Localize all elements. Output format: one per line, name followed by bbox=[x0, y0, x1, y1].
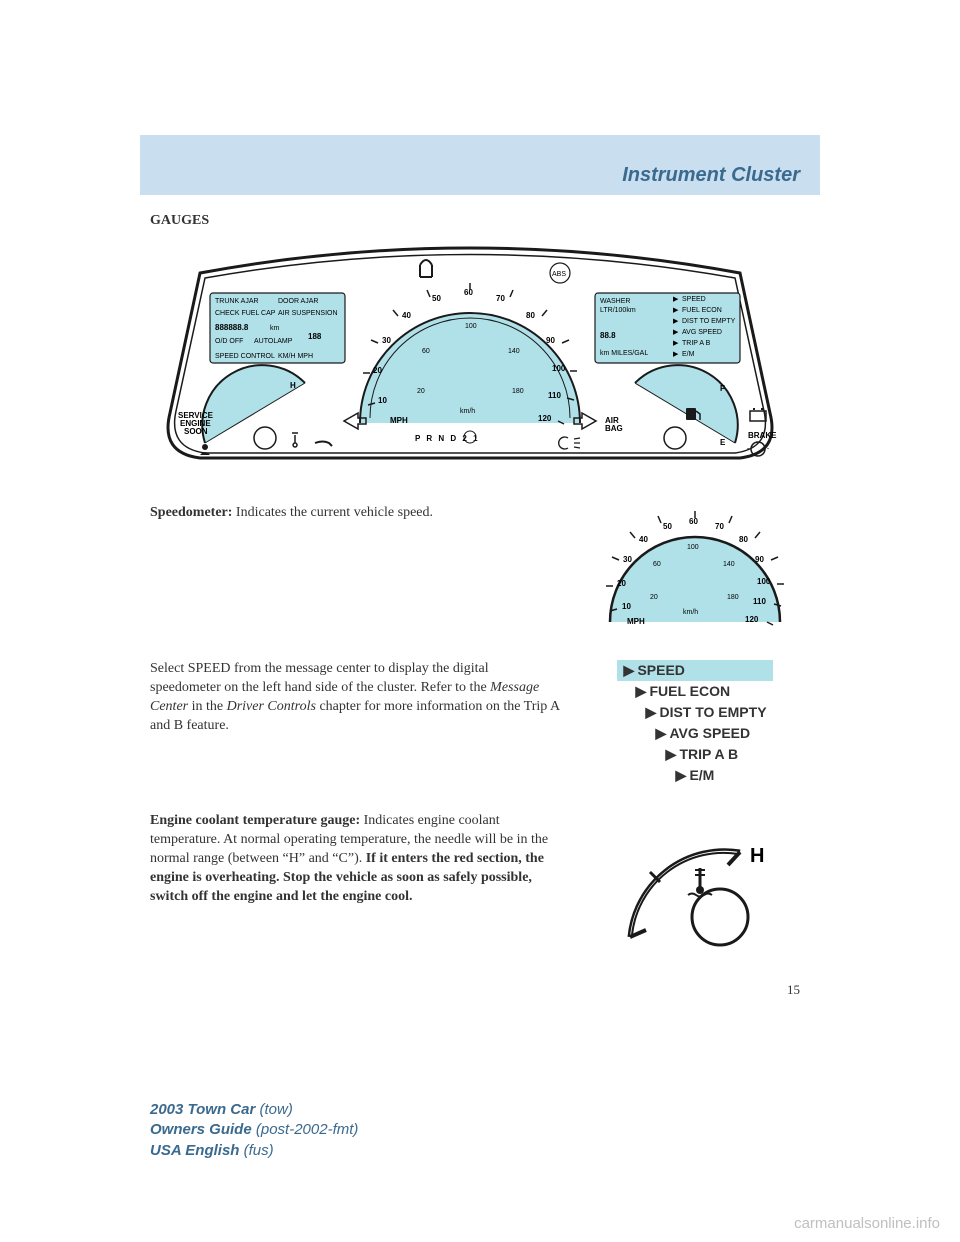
rp-i0: SPEED bbox=[682, 296, 706, 303]
rp-i2: DIST TO EMPTY bbox=[682, 318, 736, 325]
left-panel-r1: DOOR AJAR bbox=[278, 298, 318, 305]
speedometer-small-diagram: 10 20 30 40 50 60 70 80 90 100 110 120 2… bbox=[580, 504, 810, 634]
coolant-H: H bbox=[750, 845, 764, 867]
svg-text:ABS: ABS bbox=[552, 271, 566, 278]
sp-110: 110 bbox=[548, 391, 561, 400]
temp-icon bbox=[292, 433, 298, 447]
svg-text:120: 120 bbox=[745, 615, 759, 624]
menu-item-fuel-econ: ▶FUEL ECON bbox=[617, 681, 772, 702]
instrument-cluster-diagram: TRUNK AJAR DOOR AJAR CHECK FUEL CAP AIR … bbox=[150, 243, 790, 478]
svg-text:30: 30 bbox=[623, 555, 632, 564]
speedometer-lead: Speedometer: bbox=[150, 505, 232, 520]
right-panel-tl2: LTR/100km bbox=[600, 307, 636, 314]
sp-10: 10 bbox=[378, 396, 387, 405]
svg-text:▶: ▶ bbox=[673, 351, 679, 358]
menu-item-speed: ▶SPEED bbox=[617, 660, 772, 681]
fuel-F: F bbox=[720, 384, 725, 393]
rp-i1: FUEL ECON bbox=[682, 307, 722, 314]
sp-90: 90 bbox=[546, 336, 555, 345]
sp-mph: MPH bbox=[390, 416, 408, 425]
svg-text:▶: ▶ bbox=[673, 318, 679, 325]
sp-50: 50 bbox=[432, 294, 441, 303]
svg-text:▶: ▶ bbox=[673, 307, 679, 314]
left-panel-r4: KM/H MPH bbox=[278, 353, 313, 360]
headlight-icon bbox=[559, 437, 580, 449]
sp-20: 20 bbox=[373, 366, 382, 375]
menu-item-avg: ▶AVG SPEED bbox=[617, 723, 772, 744]
svg-text:60: 60 bbox=[689, 517, 698, 526]
right-panel-unit: km MILES/GAL bbox=[600, 350, 648, 357]
brake-label: BRAKE bbox=[748, 431, 777, 440]
footer-block: 2003 Town Car (tow) Owners Guide (post-2… bbox=[150, 1100, 358, 1161]
sp-60: 60 bbox=[464, 288, 473, 297]
svg-text:100: 100 bbox=[687, 544, 699, 551]
left-panel-l2: CHECK FUEL CAP bbox=[215, 310, 276, 317]
svg-text:60: 60 bbox=[653, 561, 661, 568]
page-header-title: Instrument Cluster bbox=[622, 164, 800, 187]
speedometer-rest: Indicates the current vehicle speed. bbox=[232, 505, 433, 520]
left-panel-r2: AIR SUSPENSION bbox=[278, 310, 338, 317]
temp-H: H bbox=[290, 381, 296, 390]
sp-i140: 140 bbox=[508, 348, 520, 355]
svg-text:20: 20 bbox=[617, 579, 626, 588]
sp-80: 80 bbox=[526, 311, 535, 320]
menu-item-trip: ▶TRIP A B bbox=[617, 744, 772, 765]
svg-text:110: 110 bbox=[753, 597, 766, 606]
svg-text:km/h: km/h bbox=[683, 609, 698, 616]
svg-text:▶: ▶ bbox=[673, 296, 679, 303]
sp-30: 30 bbox=[382, 336, 391, 345]
gear-indicator: P R N D 2 1 bbox=[415, 434, 480, 443]
svg-text:140: 140 bbox=[723, 561, 735, 568]
left-panel-digits2: 188 bbox=[308, 332, 322, 341]
rp-i4: TRIP A B bbox=[682, 340, 711, 347]
rp-i5: E/M bbox=[682, 351, 695, 358]
section-title: GAUGES bbox=[150, 213, 810, 229]
watermark: carmanualsonline.info bbox=[794, 1215, 940, 1232]
sp-kmh: km/h bbox=[460, 408, 475, 415]
svg-text:70: 70 bbox=[715, 522, 724, 531]
svg-text:20: 20 bbox=[650, 594, 658, 601]
rp-i3: AVG SPEED bbox=[682, 329, 722, 336]
right-panel-digits: 88.8 bbox=[600, 331, 616, 340]
menu-item-em: ▶E/M bbox=[617, 765, 772, 786]
menu-item-dist: ▶DIST TO EMPTY bbox=[617, 702, 772, 723]
sp-i60: 60 bbox=[422, 348, 430, 355]
left-panel-r3: AUTOLAMP bbox=[254, 338, 293, 345]
svg-text:SOON: SOON bbox=[184, 427, 208, 436]
message-center-menu: ▶SPEED ▶FUEL ECON ▶DIST TO EMPTY ▶AVG SP… bbox=[580, 660, 810, 786]
coolant-paragraph: Engine coolant temperature gauge: Indica… bbox=[150, 812, 560, 952]
svg-text:50: 50 bbox=[663, 522, 672, 531]
speed-menu-paragraph: Select SPEED from the message center to … bbox=[150, 660, 560, 786]
left-panel-unit: km bbox=[270, 325, 280, 332]
svg-text:100: 100 bbox=[757, 577, 771, 586]
page-number: 15 bbox=[150, 982, 810, 998]
sp-70: 70 bbox=[496, 294, 505, 303]
sp-40: 40 bbox=[402, 311, 411, 320]
left-panel-digits: 888888.8 bbox=[215, 323, 249, 332]
svg-text:▶: ▶ bbox=[673, 340, 679, 347]
svg-text:180: 180 bbox=[727, 594, 739, 601]
svg-text:MPH: MPH bbox=[627, 617, 645, 626]
sp-i20: 20 bbox=[417, 388, 425, 395]
svg-text:10: 10 bbox=[622, 602, 631, 611]
svg-text:80: 80 bbox=[739, 535, 748, 544]
right-panel-tl: WASHER bbox=[600, 298, 630, 305]
sp-i100: 100 bbox=[465, 323, 477, 330]
coolant-gauge-diagram: H bbox=[580, 812, 810, 952]
sp-i180: 180 bbox=[512, 388, 524, 395]
speedometer-paragraph: Speedometer: Indicates the current vehic… bbox=[150, 504, 560, 634]
fuel-E: E bbox=[720, 438, 726, 447]
left-panel-l3: O/D OFF bbox=[215, 338, 243, 345]
svg-text:▶: ▶ bbox=[673, 329, 679, 336]
svg-text:40: 40 bbox=[639, 535, 648, 544]
sp-100: 100 bbox=[552, 364, 566, 373]
left-panel-l1: TRUNK AJAR bbox=[215, 298, 259, 305]
oil-icon bbox=[315, 442, 332, 447]
svg-text:BAG: BAG bbox=[605, 424, 623, 433]
svg-text:90: 90 bbox=[755, 555, 764, 564]
left-panel-l4: SPEED CONTROL bbox=[215, 353, 275, 360]
header-bar: Instrument Cluster bbox=[140, 135, 820, 195]
sp-120: 120 bbox=[538, 414, 552, 423]
